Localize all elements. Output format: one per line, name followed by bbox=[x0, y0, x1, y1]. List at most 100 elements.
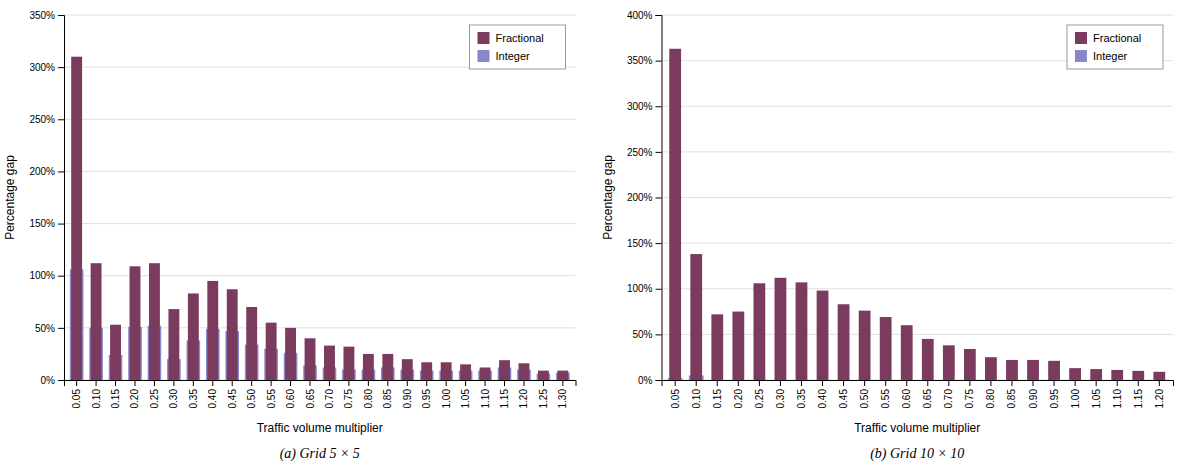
bar bbox=[732, 312, 744, 380]
tick: 1.30 bbox=[557, 380, 568, 408]
tick-label: 0.40 bbox=[817, 389, 828, 409]
bar bbox=[499, 360, 510, 380]
tick-label: 0.45 bbox=[227, 389, 238, 409]
legend-item: Integer bbox=[478, 50, 531, 62]
series bbox=[71, 57, 568, 380]
tick-mark bbox=[58, 328, 64, 329]
tick-label: 1.10 bbox=[1112, 389, 1123, 409]
tick-label: 0.15 bbox=[712, 389, 723, 409]
legend-item: Fractional bbox=[1075, 32, 1141, 44]
tick-mark bbox=[1159, 380, 1160, 386]
tick: 300% bbox=[29, 62, 64, 73]
tick-mark bbox=[843, 380, 844, 386]
tick: 1.20 bbox=[1154, 380, 1165, 408]
x-axis-title: Traffic volume multiplier bbox=[257, 421, 383, 435]
tick: 50% bbox=[35, 323, 64, 334]
bar bbox=[285, 328, 296, 380]
tick-label: 0.75 bbox=[964, 389, 975, 409]
tick-mark bbox=[407, 380, 408, 386]
tick-label: 0.50 bbox=[246, 389, 257, 409]
bar bbox=[519, 363, 530, 380]
tick-mark bbox=[348, 380, 349, 386]
tick: 0.50 bbox=[246, 380, 257, 408]
tick: 1.05 bbox=[460, 380, 471, 408]
tick-mark bbox=[58, 67, 64, 68]
tick-mark bbox=[864, 380, 865, 386]
tick: 1.20 bbox=[518, 380, 529, 408]
tick: 200% bbox=[627, 192, 662, 203]
bar bbox=[441, 362, 452, 380]
tick: 250% bbox=[627, 147, 662, 158]
tick-label: 1.30 bbox=[557, 389, 568, 409]
tick: 1.15 bbox=[1133, 380, 1144, 408]
bar bbox=[711, 314, 723, 380]
tick-mark bbox=[1011, 380, 1012, 386]
tick-label: 1.10 bbox=[480, 389, 491, 409]
tick-mark bbox=[446, 380, 447, 386]
legend-swatch bbox=[478, 50, 490, 62]
tick-label: 350% bbox=[29, 10, 55, 21]
grid-line bbox=[662, 106, 1174, 107]
tick: 0.60 bbox=[901, 380, 912, 408]
bar bbox=[817, 291, 829, 380]
tick: 0.30 bbox=[775, 380, 786, 408]
tick: 0% bbox=[638, 375, 661, 386]
bar bbox=[305, 338, 316, 380]
tick-mark bbox=[969, 380, 970, 386]
tick: 0.70 bbox=[324, 380, 335, 408]
tick-mark bbox=[154, 380, 155, 386]
tick: 0.85 bbox=[382, 380, 393, 408]
bar bbox=[168, 309, 179, 380]
tick-label: 0.70 bbox=[324, 389, 335, 409]
tick-mark bbox=[656, 334, 662, 335]
tick-label: 0.85 bbox=[1006, 389, 1017, 409]
tick-mark bbox=[58, 119, 64, 120]
bar bbox=[421, 362, 432, 380]
tick: 0% bbox=[41, 375, 64, 386]
tick-mark bbox=[271, 380, 272, 386]
tick-label: 0.05 bbox=[670, 389, 681, 409]
tick: 350% bbox=[627, 55, 662, 66]
tick: 0.20 bbox=[733, 380, 744, 408]
tick-label: 0.85 bbox=[382, 389, 393, 409]
tick-mark bbox=[656, 289, 662, 290]
tick: 0.75 bbox=[343, 380, 354, 408]
chart-title: (a) Grid 5 × 5 bbox=[280, 446, 360, 462]
tick: 300% bbox=[627, 101, 662, 112]
bar bbox=[985, 357, 997, 380]
tick-label: 0.60 bbox=[901, 389, 912, 409]
tick: 0.85 bbox=[1006, 380, 1017, 408]
y-axis-title: Percentage gap bbox=[601, 155, 615, 240]
bar bbox=[149, 263, 160, 380]
tick: 150% bbox=[627, 238, 662, 249]
tick: 100% bbox=[29, 270, 64, 281]
tick-mark bbox=[504, 380, 505, 386]
bar bbox=[71, 57, 82, 380]
tick-label: 1.15 bbox=[1133, 389, 1144, 409]
tick: 0.45 bbox=[838, 380, 849, 408]
bar bbox=[110, 325, 121, 380]
bar bbox=[402, 359, 413, 380]
tick: 100% bbox=[627, 283, 662, 294]
tick: 50% bbox=[632, 329, 661, 340]
panel: 0%50%100%150%200%250%300%350%400%0.050.1… bbox=[601, 10, 1174, 462]
grid-line bbox=[64, 171, 576, 172]
tick-label: 0.10 bbox=[91, 389, 102, 409]
tick: 0.05 bbox=[71, 380, 82, 408]
tick-mark bbox=[96, 380, 97, 386]
bar bbox=[227, 289, 238, 380]
tick-label: 300% bbox=[29, 62, 55, 73]
tick-mark bbox=[523, 380, 524, 386]
legend-label: Integer bbox=[1093, 50, 1128, 62]
tick: 0.05 bbox=[670, 380, 681, 408]
bar bbox=[538, 371, 549, 380]
tick: 0.55 bbox=[266, 380, 277, 408]
tick-mark bbox=[801, 380, 802, 386]
tick-mark bbox=[656, 198, 662, 199]
bar bbox=[460, 364, 471, 380]
tick: 0.75 bbox=[964, 380, 975, 408]
tick-mark bbox=[780, 380, 781, 386]
bar bbox=[557, 371, 568, 380]
tick-label: 0.65 bbox=[305, 389, 316, 409]
tick-mark bbox=[1138, 380, 1139, 386]
